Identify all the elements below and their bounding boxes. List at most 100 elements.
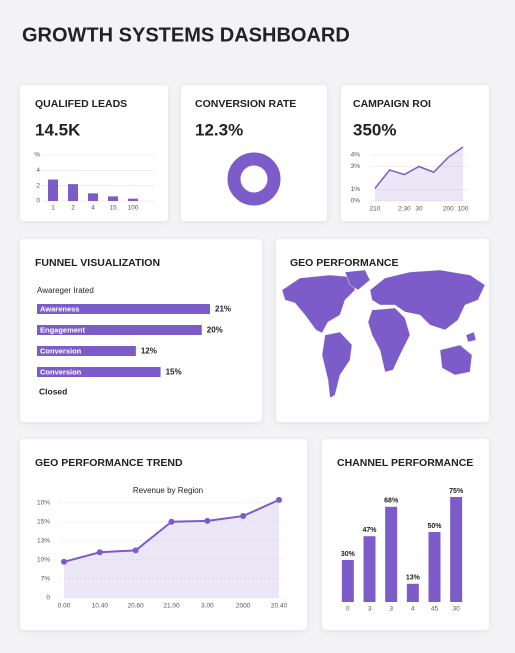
- x-tick-label: 200: [443, 206, 454, 213]
- card-title: CHANNEL PERFORMANCE: [337, 457, 473, 469]
- y-axis-label: 15%: [37, 518, 50, 525]
- x-tick-label: 30: [453, 606, 461, 613]
- point: [132, 547, 139, 554]
- bar: [406, 583, 419, 602]
- card-title: FUNNEL VISUALIZATION: [35, 257, 160, 269]
- y-tick-label: 4: [36, 167, 40, 174]
- x-tick-label: 20.40: [271, 603, 288, 610]
- y-tick-label: 2: [36, 182, 40, 189]
- bar: [385, 506, 398, 602]
- bar: [128, 198, 138, 201]
- x-tick-label: 3.00: [201, 603, 214, 610]
- continent: [367, 307, 411, 373]
- data-label: 47%: [362, 527, 377, 534]
- x-tick-label: 3: [389, 606, 393, 613]
- y-tick-label: %: [34, 152, 40, 159]
- funnel-bar: [37, 325, 202, 335]
- x-tick-label: 10.40: [92, 603, 109, 610]
- bar: [68, 184, 78, 201]
- kpi-value: 14.5K: [35, 120, 81, 139]
- x-tick-label: 30: [415, 206, 423, 213]
- x-tick-label: 3: [368, 606, 372, 613]
- point: [276, 496, 282, 503]
- card: [20, 439, 307, 630]
- card-title: CONVERSION RATE: [195, 98, 296, 110]
- bar: [363, 536, 376, 602]
- x-tick-label: 15: [109, 205, 117, 212]
- x-tick-label: 45: [431, 606, 439, 613]
- subtitle: Revenue by Region: [133, 486, 203, 495]
- point: [96, 549, 103, 556]
- point: [204, 517, 211, 524]
- x-tick-label: 100: [458, 206, 469, 213]
- y-axis-label: 0: [46, 595, 50, 602]
- y-tick-label: 0: [36, 198, 40, 205]
- data-label: 13%: [406, 575, 421, 582]
- card-title: CAMPAIGN ROI: [353, 98, 431, 110]
- x-tick-label: 4: [91, 205, 95, 212]
- bar: [428, 532, 441, 602]
- bar-label: Engagement: [40, 325, 86, 334]
- x-tick-label: 1: [51, 205, 55, 212]
- kpi-value: 350%: [353, 120, 396, 139]
- bar: [341, 560, 354, 602]
- data-label: 20%: [207, 326, 223, 335]
- bar-label: Awareness: [40, 304, 79, 313]
- kpi-value: 12.3%: [195, 120, 243, 139]
- x-tick-label: 0: [346, 606, 350, 613]
- x-tick-label: 21.00: [163, 603, 180, 610]
- bar-label: Conversion: [40, 346, 82, 355]
- point: [61, 558, 67, 565]
- bar: [48, 179, 58, 201]
- card-title: QUALIFED LEADS: [35, 98, 127, 110]
- continent: [344, 269, 371, 291]
- x-tick-label: 2000: [236, 603, 251, 610]
- data-label: 75%: [449, 488, 464, 495]
- footer-label: Closed: [39, 386, 67, 396]
- y-tick-label: 3%: [351, 163, 361, 170]
- x-tick-label: 0.00: [58, 603, 71, 610]
- data-label: 12%: [141, 347, 157, 356]
- x-tick-label: 2: [71, 205, 75, 212]
- continent: [369, 269, 486, 331]
- y-axis-label: 7%: [41, 576, 51, 583]
- data-label: 21%: [215, 305, 231, 314]
- continent: [321, 331, 353, 399]
- donut-ring: [227, 152, 281, 206]
- world-map: [281, 269, 486, 399]
- y-axis-label: 10%: [37, 557, 50, 564]
- y-tick-label: 4%: [351, 152, 361, 159]
- x-tick-label: 20.60: [128, 603, 145, 610]
- x-tick-label: 100: [128, 205, 139, 212]
- continent: [439, 344, 473, 376]
- card-title: GEO PERFORMANCE TREND: [35, 457, 183, 469]
- area: [375, 146, 463, 201]
- subtitle: Awareger Irated: [37, 286, 94, 295]
- card: [341, 85, 489, 221]
- x-tick-label: 4: [411, 606, 415, 613]
- bar: [88, 193, 98, 201]
- data-label: 30%: [341, 551, 356, 558]
- data-label: 50%: [427, 523, 442, 530]
- data-label: 15%: [166, 368, 182, 377]
- continent: [281, 274, 356, 334]
- page-title: GROWTH SYSTEMS DASHBOARD: [22, 24, 350, 46]
- bar: [108, 196, 118, 201]
- continent: [465, 331, 477, 343]
- bar-label: Conversion: [40, 367, 82, 376]
- y-tick-label: 0%: [351, 198, 361, 205]
- point: [168, 518, 175, 525]
- y-axis-label: 10%: [37, 499, 50, 506]
- funnel-bar: [37, 367, 161, 377]
- y-axis-label: 13%: [37, 538, 50, 545]
- area: [64, 499, 279, 598]
- funnel-bar: [37, 304, 210, 314]
- card-title: GEO PERFORMANCE: [290, 257, 399, 269]
- bar: [450, 497, 463, 602]
- x-tick-label: 2:30: [398, 206, 411, 213]
- line: [374, 146, 464, 189]
- x-tick-label: 210: [370, 206, 381, 213]
- funnel-bar: [37, 346, 136, 356]
- point: [240, 513, 247, 520]
